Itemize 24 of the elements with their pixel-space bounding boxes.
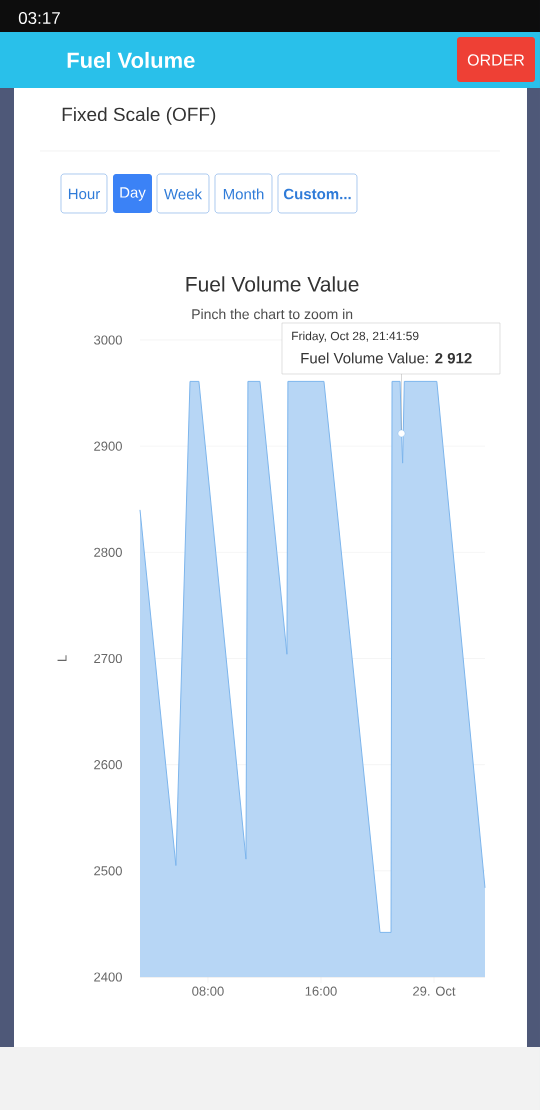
text: Hour: [68, 188, 100, 200]
chart-title: Fuel Volume Value: [186, 276, 359, 292]
text: 03:17: [18, 11, 60, 25]
x-tick-label: 08:00: [192, 986, 224, 996]
text: Fixed Scale (OFF): [62, 107, 216, 125]
y-axis-title: L: [57, 655, 67, 662]
text: Custom...: [283, 188, 351, 200]
y-tick-label: 2600: [94, 760, 122, 770]
y-tick-label: 2500: [94, 866, 122, 876]
y-tick-label: 2400: [94, 972, 122, 982]
y-tick-label: 2800: [94, 547, 122, 557]
x-tick-label: 16:00: [305, 986, 337, 996]
y-tick-label: 3000: [94, 335, 122, 345]
text: Fuel Volume: [67, 51, 195, 69]
annotation: Friday, Oct 28, 21:41:59: [292, 331, 419, 343]
annotation: Fuel Volume Value: 2 912: [301, 352, 472, 364]
text: Week: [164, 188, 203, 200]
text: ORDER: [467, 54, 525, 66]
y-tick-label: 2700: [94, 653, 122, 664]
text: Month: [223, 188, 264, 200]
text: Day: [120, 187, 146, 201]
y-tick-label: 2900: [94, 441, 122, 451]
chart-subtitle: Pinch the chart to zoom in: [192, 308, 353, 320]
x-tick-label: 29. Oct: [413, 986, 456, 996]
